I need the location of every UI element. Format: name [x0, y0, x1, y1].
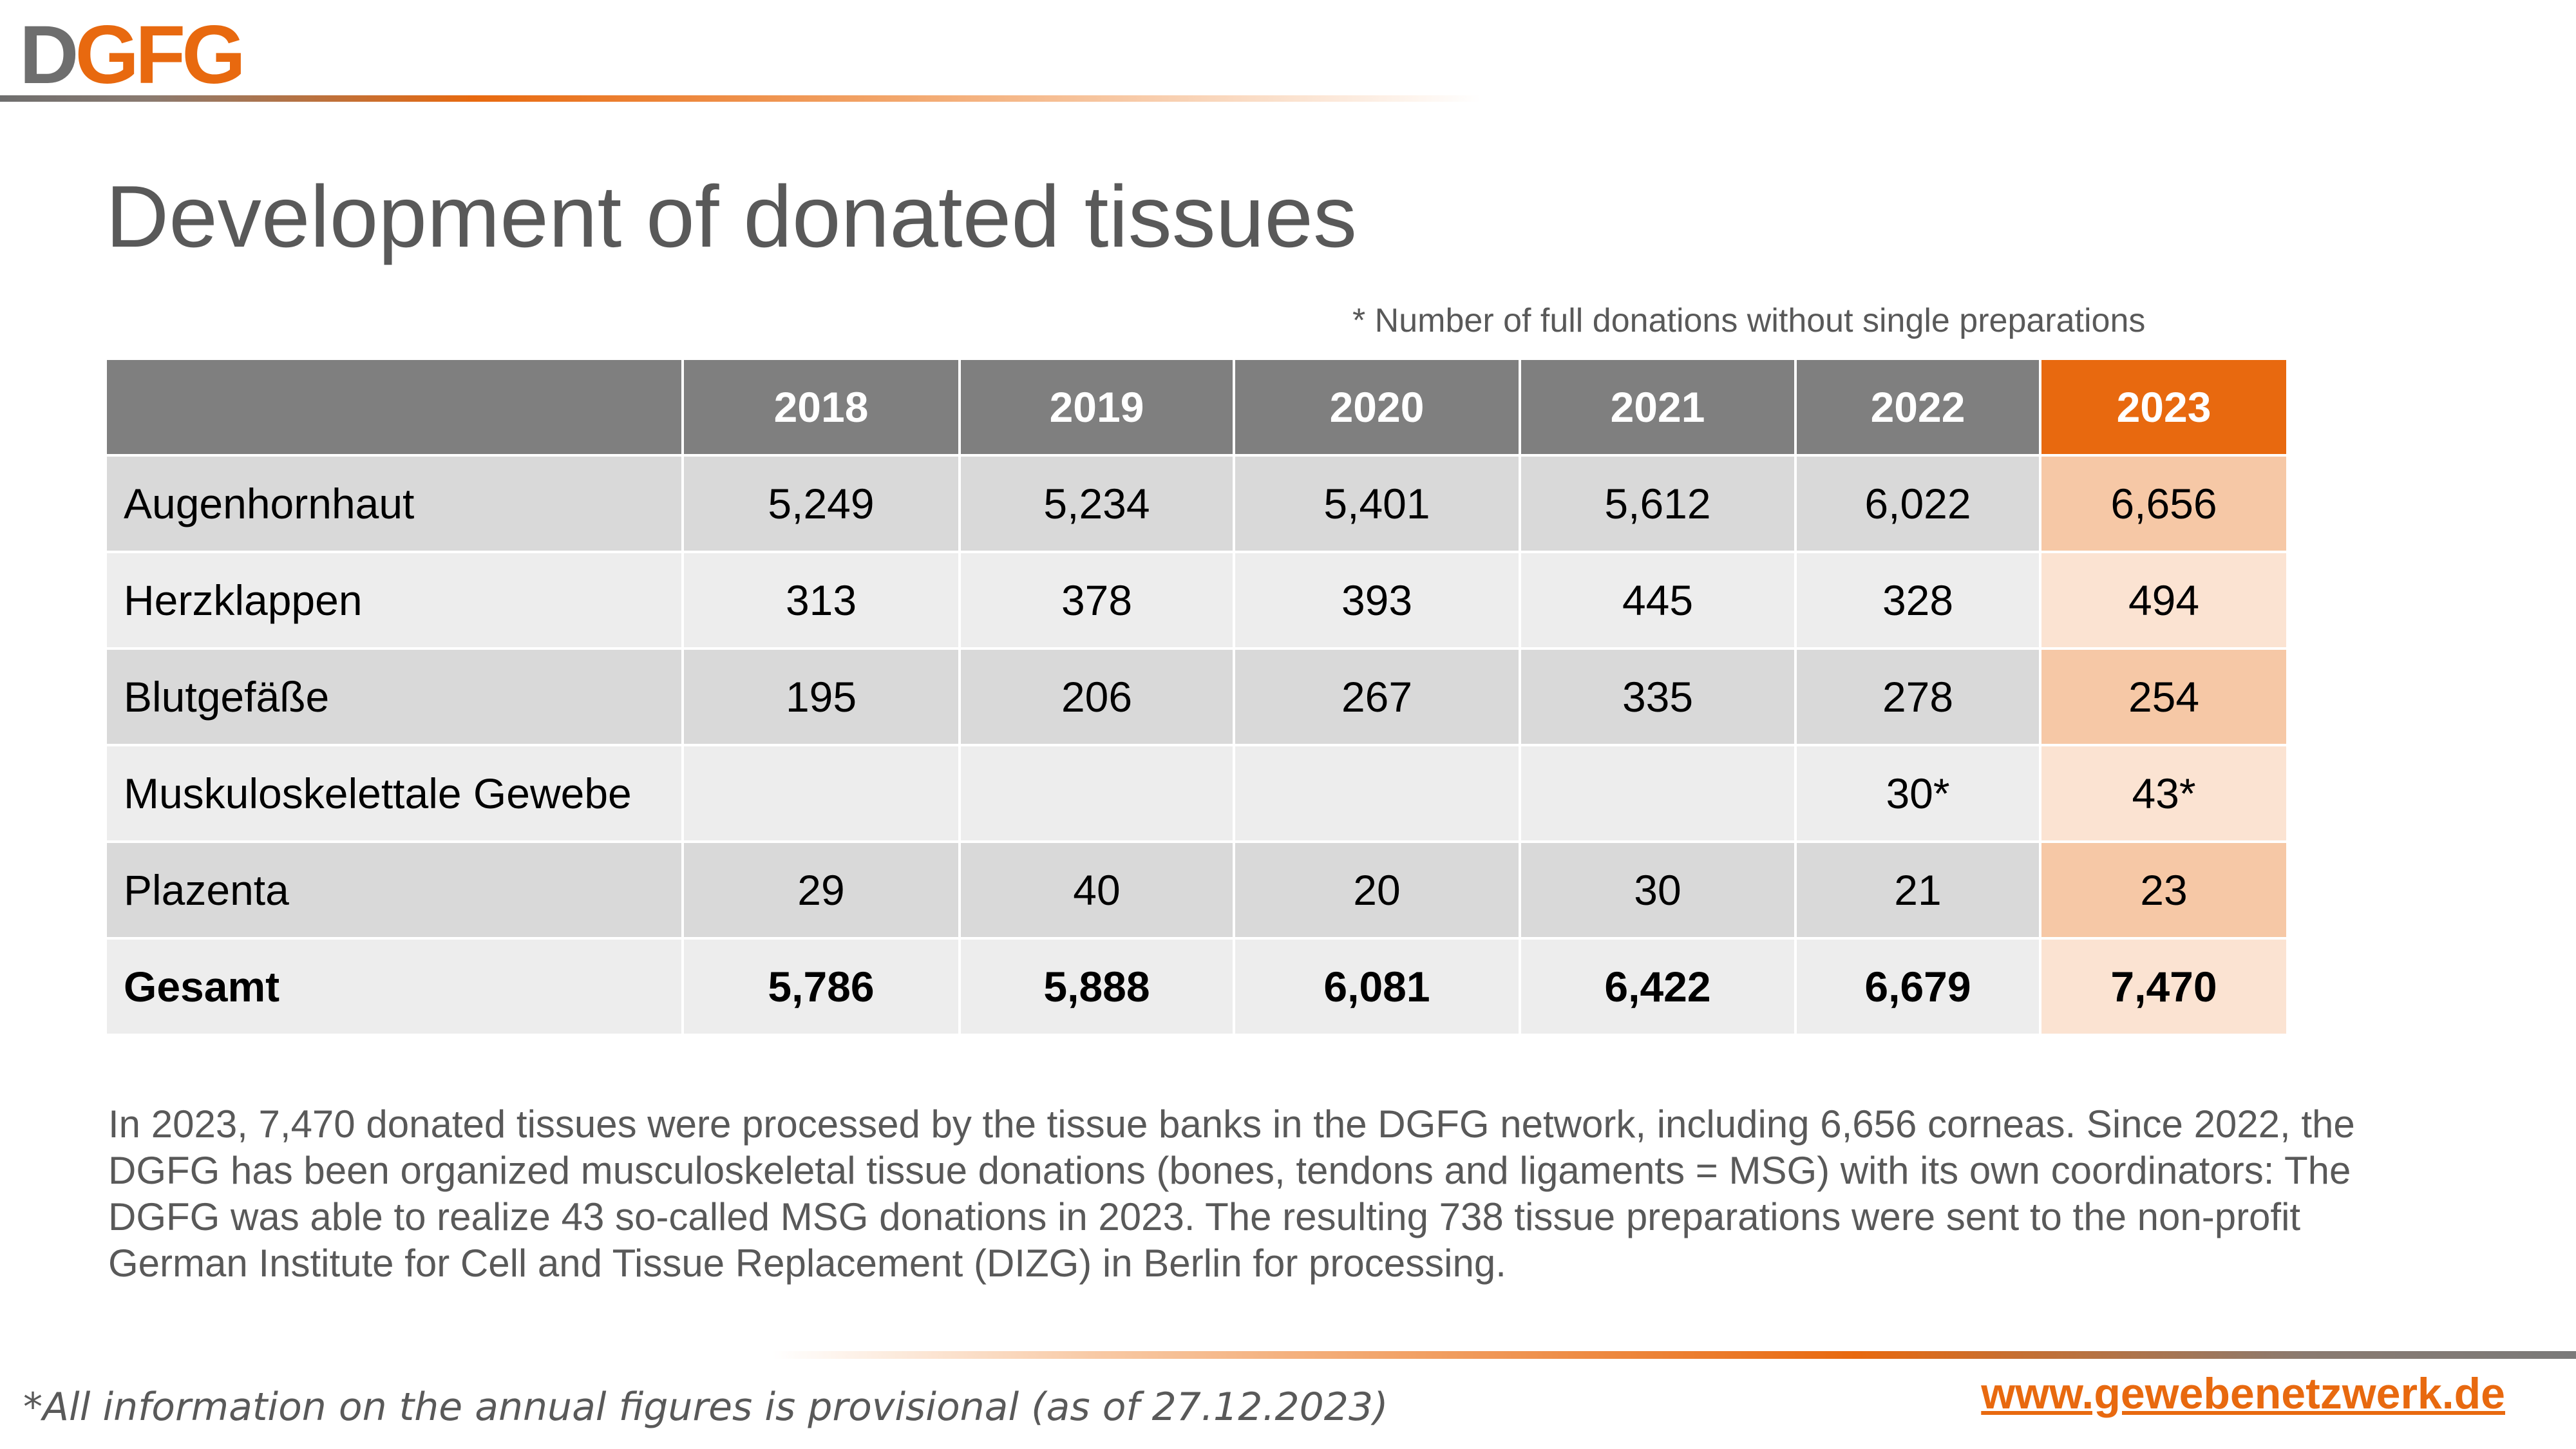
top-gradient-rule [0, 95, 1481, 102]
table-row-augenhornhaut: Augenhornhaut 5,249 5,234 5,401 5,612 6,… [104, 454, 2289, 553]
header-cell-empty [104, 357, 684, 457]
table-cell: 335 [1519, 647, 1797, 746]
table-cell: 6,422 [1519, 937, 1797, 1036]
table-cell: 445 [1519, 551, 1797, 650]
donated-tissues-table: 2018 2019 2020 2021 2022 2023 Augenhornh… [104, 357, 2289, 1036]
table-cell: 5,786 [681, 937, 961, 1036]
website-link[interactable]: www.gewebenetzwerk.de [1981, 1369, 2505, 1418]
table-cell: 29 [681, 840, 961, 940]
table-row-herzklappen: Herzklappen 313 378 393 445 328 494 [104, 551, 2289, 650]
table-cell [1233, 744, 1521, 843]
header-cell-2020: 2020 [1233, 357, 1521, 457]
table-header-row: 2018 2019 2020 2021 2022 2023 [104, 357, 2289, 457]
table-cell [681, 744, 961, 843]
table-cell: 278 [1794, 647, 2041, 746]
table-cell: 6,081 [1233, 937, 1521, 1036]
header-cell-2021: 2021 [1519, 357, 1797, 457]
table-row-gesamt: Gesamt 5,786 5,888 6,081 6,422 6,679 7,4… [104, 937, 2289, 1036]
table-cell: 5,234 [958, 454, 1235, 553]
table-cell: 20 [1233, 840, 1521, 940]
row-label: Augenhornhaut [104, 454, 684, 553]
table-cell: 5,888 [958, 937, 1235, 1036]
table-cell: 5,401 [1233, 454, 1521, 553]
header-cell-2019: 2019 [958, 357, 1235, 457]
logo-letters-gfg: GFG [75, 9, 245, 101]
table-cell: 40 [958, 840, 1235, 940]
row-label: Gesamt [104, 937, 684, 1036]
table-cell: 30* [1794, 744, 2041, 843]
table-cell: 5,612 [1519, 454, 1797, 553]
table-cell: 6,022 [1794, 454, 2041, 553]
table-note: * Number of full donations without singl… [1352, 302, 2146, 339]
table-cell-highlight: 43* [2039, 744, 2289, 843]
table-cell: 21 [1794, 840, 2041, 940]
header-cell-2018: 2018 [681, 357, 961, 457]
bottom-gradient-rule [773, 1351, 2576, 1359]
table-cell-highlight: 7,470 [2039, 937, 2289, 1036]
summary-paragraph: In 2023, 7,470 donated tissues were proc… [108, 1103, 2355, 1285]
table-cell-highlight: 6,656 [2039, 454, 2289, 553]
header-cell-2023: 2023 [2039, 357, 2289, 457]
table-cell: 393 [1233, 551, 1521, 650]
table-cell-highlight: 494 [2039, 551, 2289, 650]
table-cell [958, 744, 1235, 843]
table-cell: 6,679 [1794, 937, 2041, 1036]
table-cell: 313 [681, 551, 961, 650]
table-cell: 378 [958, 551, 1235, 650]
table-cell-highlight: 254 [2039, 647, 2289, 746]
logo-letter-d: D [19, 9, 79, 101]
table-cell: 328 [1794, 551, 2041, 650]
row-label: Herzklappen [104, 551, 684, 650]
table-row-plazenta: Plazenta 29 40 20 30 21 23 [104, 840, 2289, 940]
provisional-footnote: *All information on the annual figures i… [23, 1385, 1388, 1430]
table-cell: 206 [958, 647, 1235, 746]
header-cell-2022: 2022 [1794, 357, 2041, 457]
table-row-muskuloskelettale-gewebe: Muskuloskelettale Gewebe 30* 43* [104, 744, 2289, 843]
table-cell: 30 [1519, 840, 1797, 940]
table-cell [1519, 744, 1797, 843]
table-row-blutgefaesse: Blutgefäße 195 206 267 335 278 254 [104, 647, 2289, 746]
row-label: Plazenta [104, 840, 684, 940]
table-cell: 5,249 [681, 454, 961, 553]
dgfg-logo: DGFG [19, 14, 246, 97]
table-cell: 195 [681, 647, 961, 746]
row-label: Muskuloskelettale Gewebe [104, 744, 684, 843]
slide-title: Development of donated tissues [106, 167, 1357, 265]
row-label: Blutgefäße [104, 647, 684, 746]
table-cell: 267 [1233, 647, 1521, 746]
table-cell-highlight: 23 [2039, 840, 2289, 940]
